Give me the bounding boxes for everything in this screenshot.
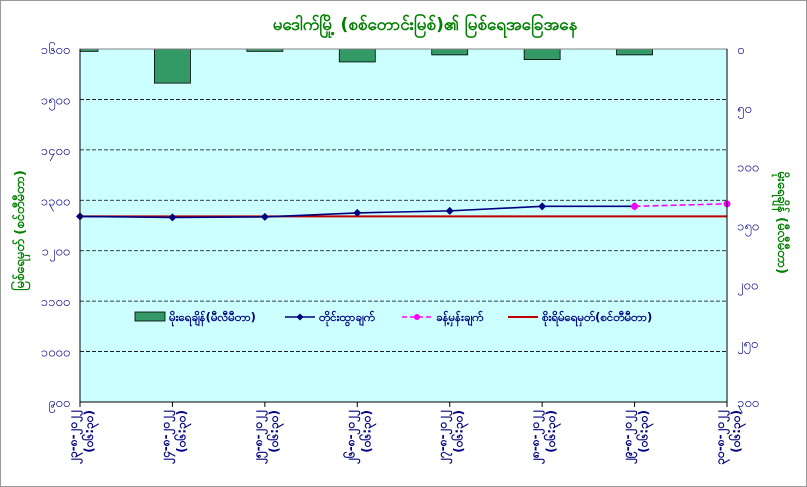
legend-item: မိုးရေချိန်(မီလီမီတာ) (134, 310, 256, 327)
measured-point (260, 212, 269, 221)
category-label: ၂၅-၈-၂၀၂၂ (၀၆:၃၀) (251, 410, 285, 465)
legend-item: တိုင်းထွာချက် (285, 310, 376, 327)
y-left-tick-label: ၁၂၀၀ (42, 245, 70, 262)
legend-label: မိုးရေချိန်(မီလီမီတာ) (168, 310, 256, 327)
measured-point (353, 208, 362, 217)
legend-label: တိုင်းထွာချက် (318, 310, 376, 327)
category-time: (၀၆:၃၀) (727, 410, 747, 453)
rainfall-bar (431, 48, 469, 56)
category-label: ၂၃-၈-၂၀၂၂ (၀၆:၃၀) (66, 410, 100, 465)
category-date: ၂၈-၈-၂၀၂၂ (528, 410, 546, 465)
y-left-tick-label: ၁၀၀၀ (41, 346, 70, 361)
axes (79, 48, 728, 407)
legend-marker (296, 313, 304, 321)
y-right-tick-label: ၀ (737, 43, 744, 58)
category-time: (၀၆:၃၀) (542, 410, 562, 453)
y-left-tick-label: ၁၆၀၀ (41, 42, 70, 58)
legend-item: ခန့်မှန်းချက် (402, 310, 484, 327)
legend-label: ခန့်မှန်းချက် (436, 310, 484, 327)
forecast-line (634, 203, 728, 208)
measured-point (168, 213, 177, 222)
y-axis-left-title: မြစ်ရေမှတ် (စင်တီမီတာ) (10, 170, 31, 291)
category-date: ၂၉-၈-၂၀၂၂ (621, 410, 639, 465)
category-date: ၂၇-၈-၂၀၂၂ (436, 410, 454, 465)
category-date: ၂၆-၈-၂၀၂၂ (341, 410, 361, 465)
tick-labels: ၉၀၀ ၁၀၀၀ ၁၁၀၀ ၁၂၀၀ ၁၃၀၀ ၁၄၀၀ ၁၅၀၀ ၁၆၀၀ ၀၅၀၁၀၀၁၅၀… (41, 42, 759, 413)
legend-label: စိုးရိမ်ရေမှတ်(စင်တီမီတာ) (541, 310, 652, 327)
y-left-tick-label: ၁၅၀၀ (41, 93, 70, 110)
y-right-tick-label: ၁၅၀ (737, 220, 759, 237)
legend-marker (414, 314, 420, 320)
legend: မိုးရေချိန်(မီလီမီတာ) တိုင်းထွာချက် ခန့်မှ… (134, 310, 652, 327)
category-time: (၀၆:၃၀) (265, 410, 285, 453)
y-right-tick-label: ၅၀ (737, 102, 752, 119)
rainfall-bar (616, 48, 653, 56)
rainfall-bar (523, 48, 561, 60)
category-time: (၀၆:၃၀) (635, 410, 655, 453)
measured-point (445, 206, 454, 215)
legend-swatch-bar (134, 311, 166, 322)
y-right-tick-label: ၂၀၀ (737, 278, 758, 295)
rainfall-bars (79, 48, 653, 84)
category-date: ၂၃-၈-၂၀၂၂ (66, 410, 84, 465)
y-axis-right-title: မိုးရေချိန် (မီလီမီတာ) (771, 171, 791, 274)
category-time: (၀၆:၃၀) (357, 410, 377, 453)
legend-item: စိုးရိမ်ရေမှတ်(စင်တီမီတာ) (508, 310, 652, 327)
category-label: ၂၄-၈-၂၀၂၂ (၀၆:၃၀) (158, 410, 192, 465)
plot-area (80, 49, 727, 402)
y-left-tick-label: ၁၁၀၀ (41, 295, 70, 310)
category-label: ၂၆-၈-၂၀၂၂ (၀၆:၃၀) (341, 410, 377, 465)
y-right-tick-label: ၁၀၀ (737, 161, 759, 176)
measured-point (538, 202, 547, 211)
rainfall-bar (338, 48, 376, 63)
series-lines (76, 200, 731, 222)
category-date: ၂၅-၈-၂၀၂၂ (251, 410, 269, 465)
category-time: (၀၆:၃၀) (172, 410, 192, 453)
rainfall-bar (154, 48, 191, 84)
category-labels: ၂၃-၈-၂၀၂၂ (၀၆:၃၀) ၂၄-၈-၂၀၂၂ (၀၆:၃၀) ၂၅-၈-၂၀၂… (66, 410, 747, 465)
forecast-point (631, 202, 639, 210)
y-right-tick-label: ၃၀၀ (737, 396, 759, 413)
y-left-tick-label: ၉၀၀ (48, 396, 70, 413)
y-left-tick-label: ၁၃၀၀ (41, 194, 70, 211)
chart-title: မဒေါက်မြို့ (စစ်တောင်းမြစ်)၏ မြစ်ရေအခြေအ… (273, 12, 578, 39)
category-date: ၂၄-၈-၂၀၂၂ (158, 410, 176, 465)
y-right-tick-label: ၂၅၀ (737, 337, 758, 354)
category-label: ၂၉-၈-၂၀၂၂ (၀၆:၃၀) (621, 410, 655, 465)
category-label: ၂၈-၈-၂၀၂၂ (၀၆:၃၀) (528, 410, 562, 465)
y-left-tick-label: ၁၄၀၀ (41, 144, 70, 161)
category-label: ၂၇-၈-၂၀၂၂ (၀၆:၃၀) (436, 410, 470, 465)
category-time: (၀၆:၃၀) (450, 410, 470, 453)
category-date: ၃၀-၈-၂၀၂၂ (713, 410, 731, 465)
category-time: (၀၆:၃၀) (80, 410, 100, 453)
category-label: ၃၀-၈-၂၀၂၂ (၀၆:၃၀) (713, 410, 747, 465)
